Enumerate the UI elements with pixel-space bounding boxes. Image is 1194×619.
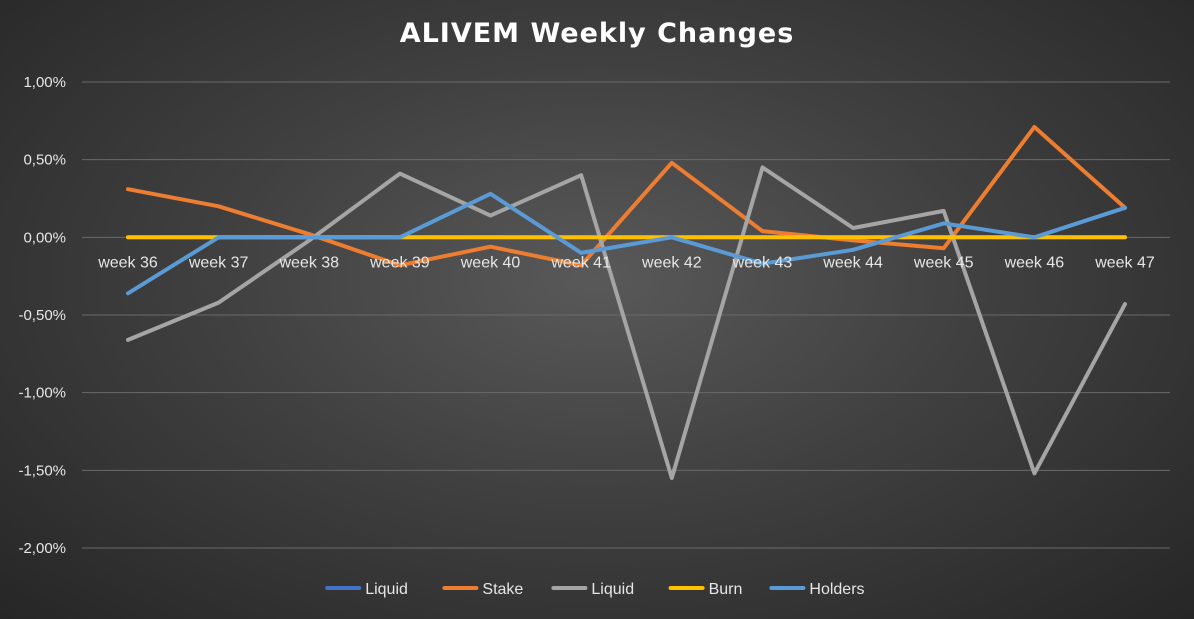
x-tick-label: week 42 <box>641 254 702 271</box>
legend-label: Liquid <box>591 581 634 598</box>
legend-label: Liquid <box>365 581 408 598</box>
x-tick-label: week 45 <box>913 254 974 271</box>
y-tick-label: -0,50% <box>18 307 66 324</box>
series-line-liquid-2 <box>126 165 1127 481</box>
legend-item-liquid-0[interactable]: Liquid <box>325 581 408 598</box>
x-tick-label: week 41 <box>550 254 611 271</box>
x-tick-label: week 38 <box>278 254 339 271</box>
series-line-stake-1 <box>126 125 1127 268</box>
x-tick-label: week 43 <box>732 254 793 271</box>
x-tick-label: week 44 <box>822 254 883 271</box>
y-tick-label: -1,50% <box>18 462 66 479</box>
y-tick-label: -2,00% <box>18 540 66 557</box>
legend-label: Holders <box>809 581 864 598</box>
y-tick-label: 0,50% <box>23 152 66 169</box>
x-tick-label: week 39 <box>369 254 430 271</box>
y-tick-label: 0,00% <box>23 229 66 246</box>
legend-label: Burn <box>709 581 743 598</box>
legend-item-holders-4[interactable]: Holders <box>769 581 865 598</box>
series-line-holders-4 <box>126 191 1127 296</box>
y-tick-label: -1,00% <box>18 385 66 402</box>
legend-label: Stake <box>482 581 523 598</box>
x-tick-label: week 36 <box>97 254 158 271</box>
legend-item-burn-3[interactable]: Burn <box>668 581 743 598</box>
legend-item-liquid-2[interactable]: Liquid <box>551 581 634 598</box>
legend-item-stake-1[interactable]: Stake <box>442 581 523 598</box>
x-tick-label: week 46 <box>1004 254 1065 271</box>
x-tick-label: week 40 <box>460 254 521 271</box>
chart-title: ALIVEM Weekly Changes <box>399 18 795 49</box>
x-tick-label: week 37 <box>188 254 249 271</box>
y-tick-label: 1,00% <box>23 74 66 91</box>
x-tick-label: week 47 <box>1094 254 1155 271</box>
